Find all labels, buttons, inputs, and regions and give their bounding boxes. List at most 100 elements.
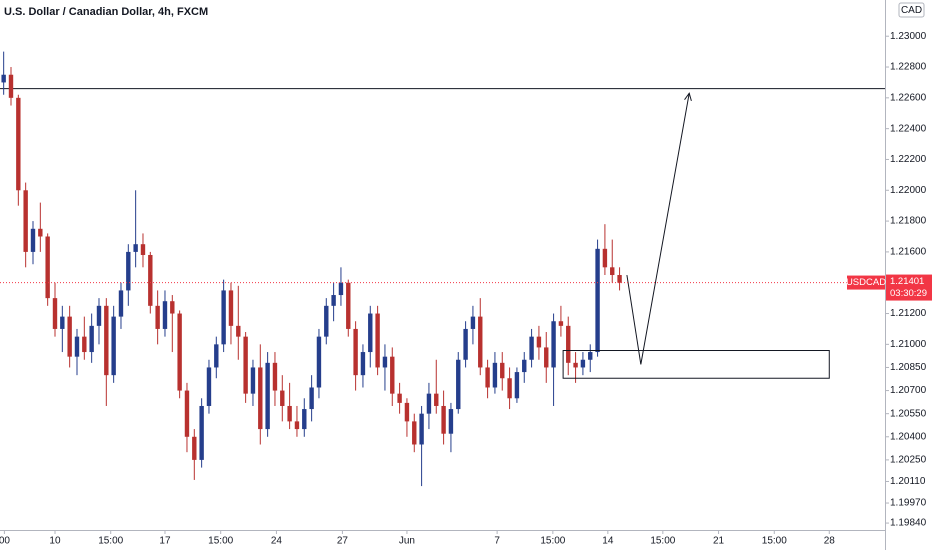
candle-body <box>192 436 197 460</box>
x-tick-label: 00 <box>0 536 10 547</box>
candle-body <box>236 325 241 337</box>
y-tick-label: 1.21200 <box>890 308 927 319</box>
candle-body <box>258 367 263 430</box>
candle-body <box>412 421 417 445</box>
candle-body <box>199 405 204 460</box>
candle-body <box>67 316 72 357</box>
candle-body <box>294 421 300 430</box>
candle-body <box>60 316 65 329</box>
candle-body <box>346 282 351 329</box>
y-tick-label: 1.20400 <box>890 431 927 442</box>
candle-body <box>514 372 520 399</box>
x-tick-label: 28 <box>824 536 836 547</box>
candle-body <box>1 74 6 83</box>
candle-body <box>485 367 490 388</box>
candle-body <box>302 409 307 430</box>
candle-body <box>162 301 168 329</box>
candle-body <box>243 336 248 394</box>
candle-body <box>426 393 432 414</box>
candle-body <box>221 290 226 345</box>
x-tick-label: 15:00 <box>540 536 565 547</box>
candle-body <box>522 359 527 373</box>
x-tick-label: 15:00 <box>762 536 787 547</box>
candle-body <box>104 305 109 376</box>
y-tick-label: 1.20700 <box>890 385 927 396</box>
candle-body <box>353 328 358 376</box>
x-tick-label: 15:00 <box>650 536 675 547</box>
candle-body <box>463 328 468 360</box>
candle-body <box>382 356 388 368</box>
x-tick-label: 24 <box>271 536 283 547</box>
candle-body <box>617 275 622 283</box>
y-tick-label: 1.20110 <box>890 476 926 487</box>
candle-body <box>573 362 578 368</box>
arrow-head <box>684 92 692 102</box>
candle-body <box>287 405 292 422</box>
candle-body <box>456 359 461 410</box>
candle-body <box>133 244 138 252</box>
candle-body <box>602 248 608 268</box>
last-price-label: 1.21401 <box>890 276 924 287</box>
y-tick-label: 1.21000 <box>890 339 927 350</box>
candle-body <box>118 290 124 317</box>
y-tick-label: 1.19970 <box>890 498 927 509</box>
symbol-label: USDCAD <box>846 277 886 288</box>
candle-body <box>397 393 402 403</box>
chart-title: U.S. Dollar / Canadian Dollar, 4h, FXCM <box>4 6 208 18</box>
candle-body <box>8 74 14 98</box>
x-tick-label: 17 <box>159 536 171 547</box>
last-price-badge <box>886 274 932 301</box>
candle-body <box>529 336 534 360</box>
candle-body <box>419 413 424 445</box>
y-tick-label: 1.20550 <box>890 408 927 419</box>
candle-body <box>368 313 373 353</box>
candle-body <box>23 190 28 252</box>
candle-body <box>441 405 446 434</box>
candle-body <box>331 295 336 306</box>
candle-body <box>177 313 182 391</box>
y-tick-label: 1.19840 <box>890 518 927 529</box>
candle-body <box>89 325 94 353</box>
x-tick-label: 15:00 <box>208 536 233 547</box>
y-tick-label: 1.20250 <box>890 455 927 466</box>
candle-body <box>148 254 153 306</box>
candle-body <box>30 228 36 252</box>
y-tick-label: 1.23000 <box>890 31 927 42</box>
candle-body <box>595 248 600 353</box>
candle-body <box>544 347 549 368</box>
candle-body <box>536 336 542 348</box>
candle-body <box>265 362 270 430</box>
candle-body <box>82 336 87 353</box>
y-tick-label: 1.20850 <box>890 362 927 373</box>
candle-body <box>96 305 102 326</box>
y-tick-label: 1.22600 <box>890 92 927 103</box>
currency-label: CAD <box>901 5 922 16</box>
x-tick-label: 10 <box>49 536 61 547</box>
candle-body <box>390 356 395 394</box>
candle-body <box>316 336 322 388</box>
candle-body <box>140 244 146 255</box>
y-tick-label: 1.21800 <box>890 216 927 227</box>
countdown-label: 03:30:29 <box>890 288 927 299</box>
candle-body <box>470 316 476 329</box>
candle-body <box>74 336 80 357</box>
candle-body <box>16 97 21 191</box>
candle-body <box>338 282 344 296</box>
candle-body <box>551 321 556 368</box>
candle-body <box>52 298 58 329</box>
candle-body <box>309 387 314 410</box>
candle-body <box>434 393 439 406</box>
candle-body <box>478 316 483 368</box>
candle-body <box>492 362 498 388</box>
candle-body <box>280 390 285 406</box>
candle-body <box>404 402 410 422</box>
x-tick-label: 14 <box>602 536 614 547</box>
symbol-badge <box>847 275 885 290</box>
candle-body <box>507 378 512 399</box>
currency-badge[interactable] <box>898 2 925 18</box>
x-tick-label: 21 <box>713 536 725 547</box>
candle-body <box>610 267 615 276</box>
